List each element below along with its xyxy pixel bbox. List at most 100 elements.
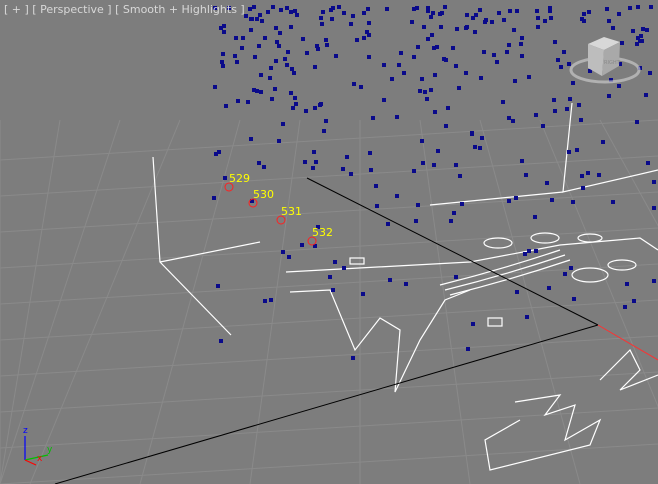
vertex-point bbox=[550, 198, 554, 202]
vertex-point bbox=[571, 81, 575, 85]
vertex-point bbox=[278, 31, 282, 35]
spline-circle bbox=[530, 232, 560, 244]
vertex-point bbox=[617, 84, 621, 88]
vertex-point bbox=[454, 64, 458, 68]
vertex-point bbox=[293, 9, 297, 13]
vertex-point bbox=[442, 57, 446, 61]
vertex-point bbox=[375, 204, 379, 208]
vertex-point bbox=[412, 7, 416, 11]
vertex-point bbox=[641, 27, 645, 31]
vertex-point bbox=[439, 25, 443, 29]
vertex-point bbox=[294, 102, 298, 106]
vertex-point bbox=[507, 199, 511, 203]
vertex-point bbox=[465, 25, 469, 29]
viewcube[interactable]: RIGHT bbox=[569, 37, 641, 84]
vertex-point bbox=[430, 33, 434, 37]
vertex-point bbox=[639, 34, 643, 38]
grid-line bbox=[539, 119, 658, 408]
spline-circle bbox=[607, 259, 637, 271]
vertex-point bbox=[274, 26, 278, 30]
vertex-point bbox=[367, 55, 371, 59]
vertex-point bbox=[432, 46, 436, 50]
vertex-point bbox=[552, 98, 556, 102]
vertex-marker[interactable] bbox=[307, 236, 317, 246]
vertex-point bbox=[255, 89, 259, 93]
vertex-point bbox=[224, 104, 228, 108]
vertex-label: 529 bbox=[229, 172, 250, 185]
vertex-point bbox=[416, 45, 420, 49]
spline-circle bbox=[483, 237, 513, 249]
vertex-point bbox=[460, 202, 464, 206]
vertex-point bbox=[415, 6, 419, 10]
vertex-point bbox=[648, 71, 652, 75]
viewcube-right[interactable] bbox=[602, 42, 620, 76]
vertex-point bbox=[611, 200, 615, 204]
vertex-point bbox=[281, 122, 285, 126]
vertex-point bbox=[368, 151, 372, 155]
grid-line bbox=[0, 335, 658, 377]
vertex-point bbox=[644, 93, 648, 97]
vertex-point bbox=[547, 286, 551, 290]
vertex-marker[interactable] bbox=[276, 215, 286, 225]
vertex-point bbox=[575, 148, 579, 152]
vertex-point bbox=[318, 103, 322, 107]
vertex-point bbox=[479, 76, 483, 80]
vertex-point bbox=[320, 22, 324, 26]
selected-vertices: 529 530 531 532 bbox=[224, 172, 333, 246]
viewport-shading-menu[interactable]: [ Smooth + Highlights ] bbox=[115, 3, 245, 16]
vertex-point bbox=[502, 18, 506, 22]
vertex-marker[interactable] bbox=[248, 198, 258, 208]
vertex-point bbox=[607, 19, 611, 23]
vertex-point bbox=[260, 19, 264, 23]
spline-rect bbox=[349, 257, 365, 265]
vertex-point bbox=[322, 129, 326, 133]
vertex-point bbox=[220, 60, 224, 64]
spline-zigzag-3 bbox=[599, 348, 658, 391]
vertex-point bbox=[572, 297, 576, 301]
spline-shapes bbox=[152, 102, 658, 471]
vertex-point bbox=[244, 14, 248, 18]
vertex-point bbox=[505, 50, 509, 54]
vertex-point bbox=[652, 279, 656, 283]
vertex-point bbox=[632, 299, 636, 303]
vertex-point bbox=[221, 64, 225, 68]
viewcube-left[interactable] bbox=[588, 44, 604, 76]
vertex-point bbox=[293, 96, 297, 100]
grid-line bbox=[0, 155, 658, 197]
vertex-point bbox=[268, 76, 272, 80]
vertex-marker[interactable] bbox=[224, 182, 234, 192]
vertex-point bbox=[252, 88, 256, 92]
vertex-point bbox=[285, 63, 289, 67]
vertex-point bbox=[515, 9, 519, 13]
vertex-point bbox=[385, 7, 389, 11]
vertex-point bbox=[559, 65, 563, 69]
vertex-point bbox=[258, 13, 262, 17]
viewport-label-menu[interactable]: [ + ] [ Perspective ] [ Smooth + Highlig… bbox=[4, 3, 245, 16]
viewport-view-menu[interactable]: [ Perspective ] bbox=[32, 3, 112, 16]
world-axis-line bbox=[54, 324, 599, 484]
vertex-point bbox=[568, 97, 572, 101]
vertex-point bbox=[549, 16, 553, 20]
vertex-point bbox=[390, 77, 394, 81]
vertex-point bbox=[541, 124, 545, 128]
vertex-point bbox=[222, 24, 226, 28]
vertex-point bbox=[312, 150, 316, 154]
vertex-point bbox=[433, 73, 437, 77]
viewcube-top[interactable] bbox=[588, 37, 620, 50]
vertex-point bbox=[534, 249, 538, 253]
vertex-point bbox=[333, 260, 337, 264]
vertex-point bbox=[425, 97, 429, 101]
vertex-point bbox=[412, 169, 416, 173]
vertex-point bbox=[321, 10, 325, 14]
vertex-point bbox=[423, 90, 427, 94]
viewport-plus-menu[interactable]: [ + ] bbox=[4, 3, 29, 16]
vertex-point bbox=[362, 36, 366, 40]
vertex-point bbox=[588, 69, 592, 73]
vertex-point bbox=[421, 161, 425, 165]
vertex-point bbox=[342, 266, 346, 270]
vertex-point bbox=[248, 7, 252, 11]
vertex-point bbox=[513, 79, 517, 83]
vertex-point bbox=[274, 59, 278, 63]
